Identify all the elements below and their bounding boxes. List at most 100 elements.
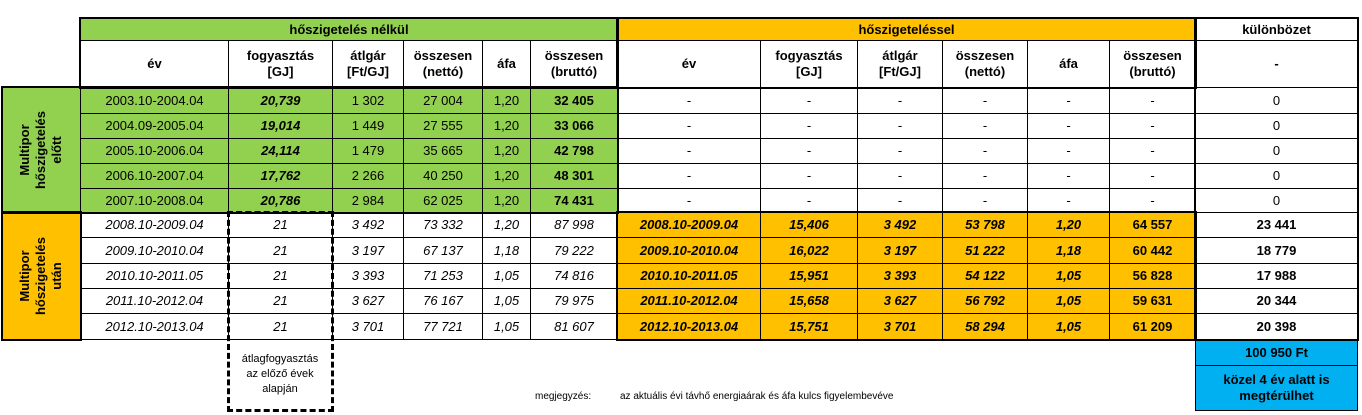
cell: 71 253	[403, 263, 483, 289]
cell: 51 222	[942, 237, 1028, 264]
cell: 35 665	[403, 138, 483, 164]
cell: 1,20	[482, 212, 531, 238]
cell: 79 222	[530, 237, 618, 264]
cell: 17,762	[228, 163, 333, 189]
cell: 3 393	[857, 263, 943, 289]
cell: -	[942, 138, 1028, 164]
cell: 0	[1195, 113, 1358, 139]
cell: 2004.09-2005.04	[80, 113, 229, 139]
cell: 1 449	[332, 113, 404, 139]
cell: 1 479	[332, 138, 404, 164]
column-header: összesen (nettó)	[942, 40, 1028, 88]
cell: 2011.10-2012.04	[617, 288, 761, 314]
cell: 2012.10-2013.04	[80, 313, 229, 340]
cell: 27 004	[403, 87, 483, 114]
cell: 23 441	[1195, 212, 1358, 238]
cell: 1,20	[482, 113, 531, 139]
cell: 64 557	[1109, 212, 1196, 238]
cell: 1,20	[482, 163, 531, 189]
cell: 1,18	[1027, 237, 1110, 264]
cell: 3 197	[857, 237, 943, 264]
column-header: összesen (bruttó)	[530, 40, 618, 88]
cell: -	[760, 188, 858, 213]
cell: 21	[228, 313, 333, 340]
cell: 2 266	[332, 163, 404, 189]
cell: 79 975	[530, 288, 618, 314]
column-header: fogyasztás [GJ]	[228, 40, 333, 88]
cell: -	[857, 87, 943, 114]
cell: 24,114	[228, 138, 333, 164]
cell: -	[942, 87, 1028, 114]
cell: 15,406	[760, 212, 858, 238]
column-header: áfa	[482, 40, 531, 88]
cell: 1,05	[1027, 288, 1110, 314]
cell: -	[857, 138, 943, 164]
cell: 1,20	[482, 87, 531, 114]
cell: -	[1109, 113, 1196, 139]
cell: 74 431	[530, 188, 618, 213]
group-label-text: Multipor hőszigetelés után	[17, 236, 65, 316]
column-header: év	[617, 40, 761, 88]
column-header: átlgár [Ft/GJ]	[332, 40, 404, 88]
cell: 1 302	[332, 87, 404, 114]
cell: 3 627	[857, 288, 943, 314]
group-header: hőszigeteléssel	[617, 18, 1196, 41]
cell: 61 209	[1109, 313, 1196, 340]
cell: 2010.10-2011.05	[617, 263, 761, 289]
column-header: áfa	[1027, 40, 1110, 88]
cell: 20,739	[228, 87, 333, 114]
cell: 21	[228, 212, 333, 238]
cell: -	[857, 163, 943, 189]
group-header: különbözet	[1195, 18, 1358, 41]
cell: -	[1109, 188, 1196, 213]
cell: -	[1027, 188, 1110, 213]
cell: -	[760, 113, 858, 139]
cell: 42 798	[530, 138, 618, 164]
cell: 1,20	[1027, 212, 1110, 238]
group-label: Multipor hőszigetelés után	[2, 212, 81, 340]
cell: 2009.10-2010.04	[617, 237, 761, 264]
cell: 27 555	[403, 113, 483, 139]
cell: 2009.10-2010.04	[80, 237, 229, 264]
column-header: év	[80, 40, 229, 88]
note: az aktuális évi távhő energiaárak és áfa…	[620, 391, 894, 402]
cell: 76 167	[403, 288, 483, 314]
column-header: fogyasztás [GJ]	[760, 40, 858, 88]
cell: 60 442	[1109, 237, 1196, 264]
cell: 20 344	[1195, 288, 1358, 314]
cell: -	[857, 188, 943, 213]
cell: 15,751	[760, 313, 858, 340]
cell: 0	[1195, 138, 1358, 164]
cell: 21	[228, 288, 333, 314]
cell: -	[1027, 138, 1110, 164]
cell: -	[942, 163, 1028, 189]
cell: -	[760, 163, 858, 189]
cell: 2007.10-2008.04	[80, 188, 229, 213]
cell: 3 627	[332, 288, 404, 314]
cell: 16,022	[760, 237, 858, 264]
cell: 3 701	[332, 313, 404, 340]
cell: 17 988	[1195, 263, 1358, 289]
cell: 2008.10-2009.04	[80, 212, 229, 238]
cell: -	[617, 188, 761, 213]
cell: -	[1027, 113, 1110, 139]
cell: 33 066	[530, 113, 618, 139]
cell: 19,014	[228, 113, 333, 139]
cell: -	[617, 87, 761, 114]
cell: 67 137	[403, 237, 483, 264]
cell: 3 197	[332, 237, 404, 264]
column-header: átlgár [Ft/GJ]	[857, 40, 943, 88]
cell: 1,20	[482, 138, 531, 164]
cell: -	[617, 113, 761, 139]
group-header: hőszigetelés nélkül	[80, 18, 618, 41]
cell: 2003.10-2004.04	[80, 87, 229, 114]
cell: 40 250	[403, 163, 483, 189]
cell: 1,05	[482, 313, 531, 340]
total: 100 950 Ft	[1195, 339, 1358, 366]
cell: 3 701	[857, 313, 943, 340]
cell: 18 779	[1195, 237, 1358, 264]
cell: 59 631	[1109, 288, 1196, 314]
cell: 0	[1195, 163, 1358, 189]
cell: 54 122	[942, 263, 1028, 289]
cell: 87 998	[530, 212, 618, 238]
